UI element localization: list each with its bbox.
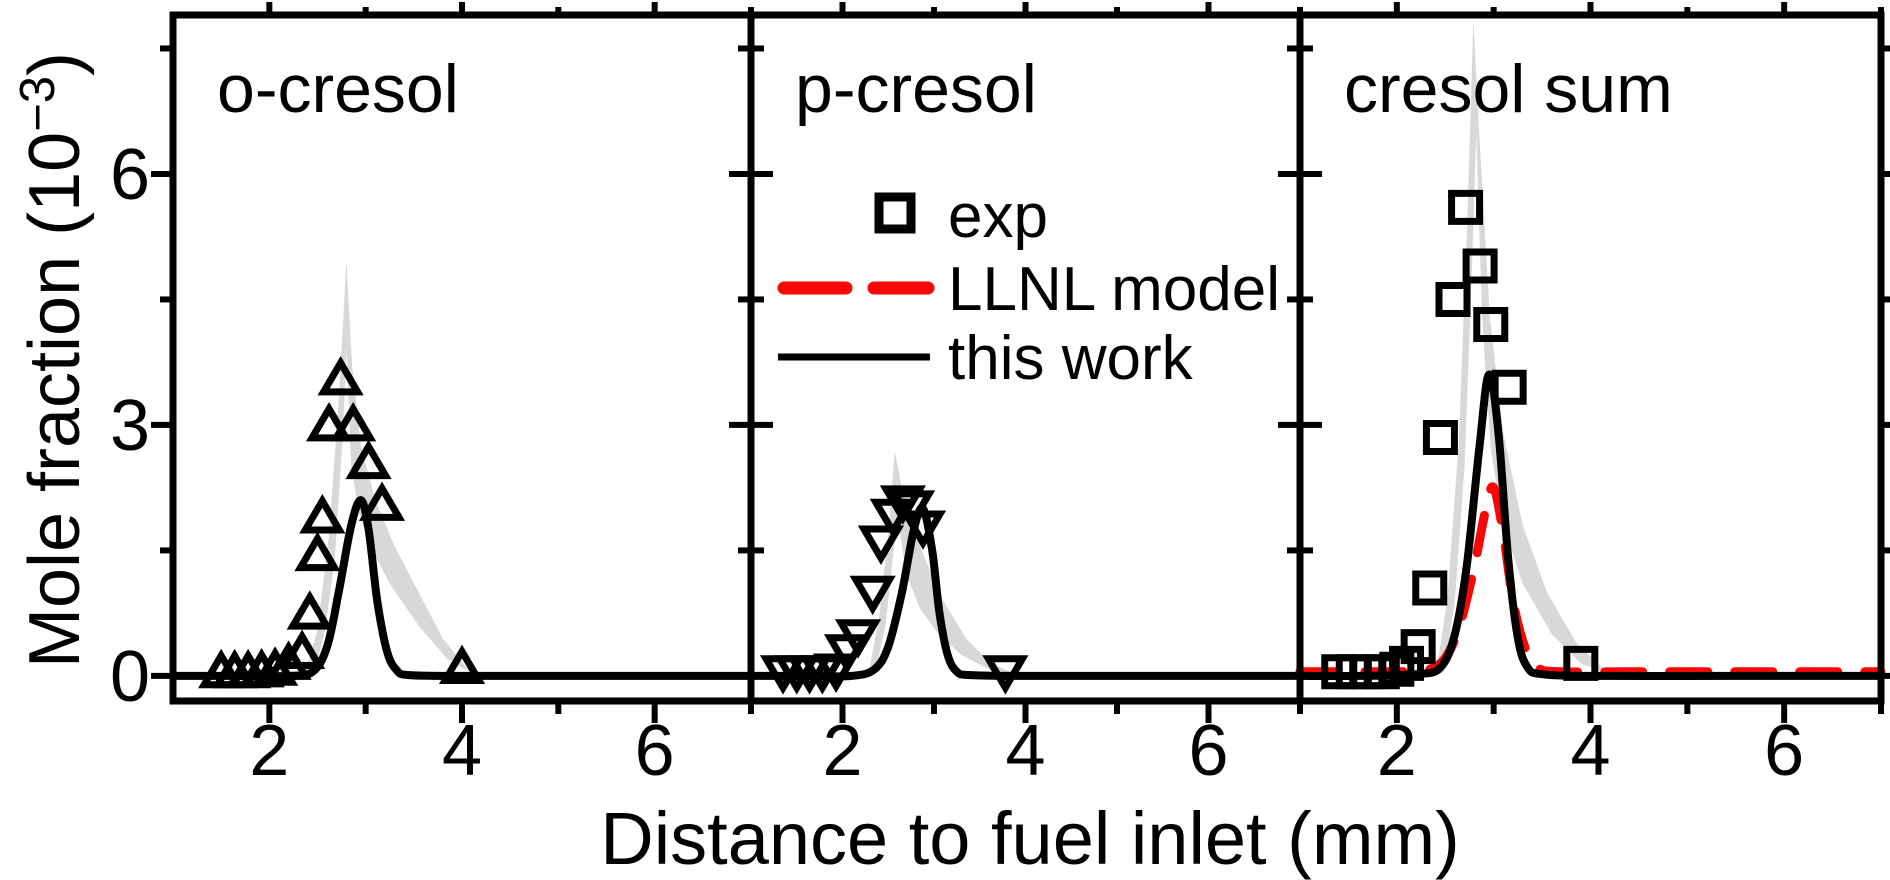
square-marker bbox=[1389, 645, 1425, 681]
legend-label-exp: exp bbox=[948, 182, 1048, 251]
triangle-up-marker bbox=[265, 640, 312, 680]
triangle-up-marker bbox=[294, 531, 341, 572]
panel-p-cresol: 2 4 6 p-cresol bbox=[729, 2, 1322, 791]
square-marker bbox=[1435, 281, 1471, 317]
square-marker bbox=[1462, 248, 1498, 284]
triangle-up-marker bbox=[345, 439, 392, 480]
panel-title: p-cresol bbox=[795, 51, 1037, 127]
x-tick-label: 2 bbox=[249, 711, 289, 791]
this-work-curve bbox=[172, 496, 751, 681]
x-tick-label: 4 bbox=[1570, 711, 1610, 791]
legend-label-llnl-model: LLNL model bbox=[948, 255, 1280, 324]
triangle-down-marker bbox=[879, 485, 926, 525]
exp-markers bbox=[759, 485, 1029, 695]
triangle-up-marker bbox=[278, 629, 326, 669]
panel-title: o-cresol bbox=[217, 51, 459, 127]
x-tick-label: 4 bbox=[1005, 711, 1045, 791]
axis-ticks bbox=[1278, 2, 1890, 723]
square-marker bbox=[1412, 570, 1448, 606]
y-axis-label: Mole fraction (10−3) bbox=[10, 40, 95, 680]
legend-square-marker bbox=[874, 192, 916, 234]
square-marker bbox=[1563, 645, 1599, 681]
square-marker bbox=[1448, 189, 1484, 225]
y-tick-label: 6 bbox=[110, 135, 150, 215]
square-marker bbox=[1400, 629, 1436, 665]
llnl-model-curve bbox=[1295, 482, 1886, 677]
panel-cresol-sum: 2 4 6 cresol sum bbox=[1278, 2, 1890, 791]
exp-markers bbox=[1321, 189, 1599, 690]
triangle-up-marker bbox=[317, 355, 364, 396]
uncertainty-band bbox=[1435, 19, 1608, 676]
uncertainty-band bbox=[304, 261, 470, 676]
y-tick-label: 0 bbox=[110, 637, 150, 717]
triangle-down-marker bbox=[857, 525, 905, 565]
y-axis-label-prefix: Mole fraction (10 bbox=[15, 131, 95, 669]
y-tick-label: 3 bbox=[110, 386, 150, 466]
triangle-up-marker bbox=[305, 402, 353, 442]
this-work-curve bbox=[750, 503, 1300, 681]
triangle-up-marker bbox=[438, 644, 486, 685]
exp-markers bbox=[198, 355, 486, 689]
triangle-up-marker bbox=[299, 494, 346, 534]
triangle-down-marker bbox=[834, 619, 882, 659]
triangle-up-marker bbox=[358, 481, 406, 521]
panel-title: cresol sum bbox=[1344, 51, 1673, 127]
legend-label-this-work: this work bbox=[948, 324, 1194, 393]
axis-ticks bbox=[151, 2, 773, 723]
y-axis-label-exponent: −3 bbox=[11, 75, 65, 132]
triangle-down-marker bbox=[982, 655, 1029, 695]
triangle-up-marker bbox=[330, 402, 377, 442]
triangle-down-marker bbox=[888, 490, 936, 530]
triangle-up-marker bbox=[286, 590, 333, 630]
x-tick-label: 6 bbox=[1764, 711, 1804, 791]
x-tick-label: 6 bbox=[1188, 711, 1228, 791]
x-tick-label: 4 bbox=[442, 711, 482, 791]
panel-o-cresol: 2 4 6 0 3 6 o-cresol bbox=[110, 2, 773, 791]
triangle-down-marker bbox=[899, 510, 947, 550]
x-tick-label: 2 bbox=[822, 711, 862, 791]
x-tick-label: 2 bbox=[1377, 711, 1417, 791]
x-tick-label: 6 bbox=[635, 711, 675, 791]
this-work-curve bbox=[1299, 370, 1881, 681]
y-axis-label-suffix: ) bbox=[15, 51, 95, 76]
triangle-down-marker bbox=[812, 653, 860, 693]
x-axis-label: Distance to fuel inlet (mm) bbox=[600, 797, 1460, 880]
triangle-down-marker bbox=[849, 575, 896, 616]
square-marker bbox=[1491, 369, 1527, 405]
square-marker bbox=[1422, 419, 1458, 455]
square-marker bbox=[1473, 307, 1509, 343]
